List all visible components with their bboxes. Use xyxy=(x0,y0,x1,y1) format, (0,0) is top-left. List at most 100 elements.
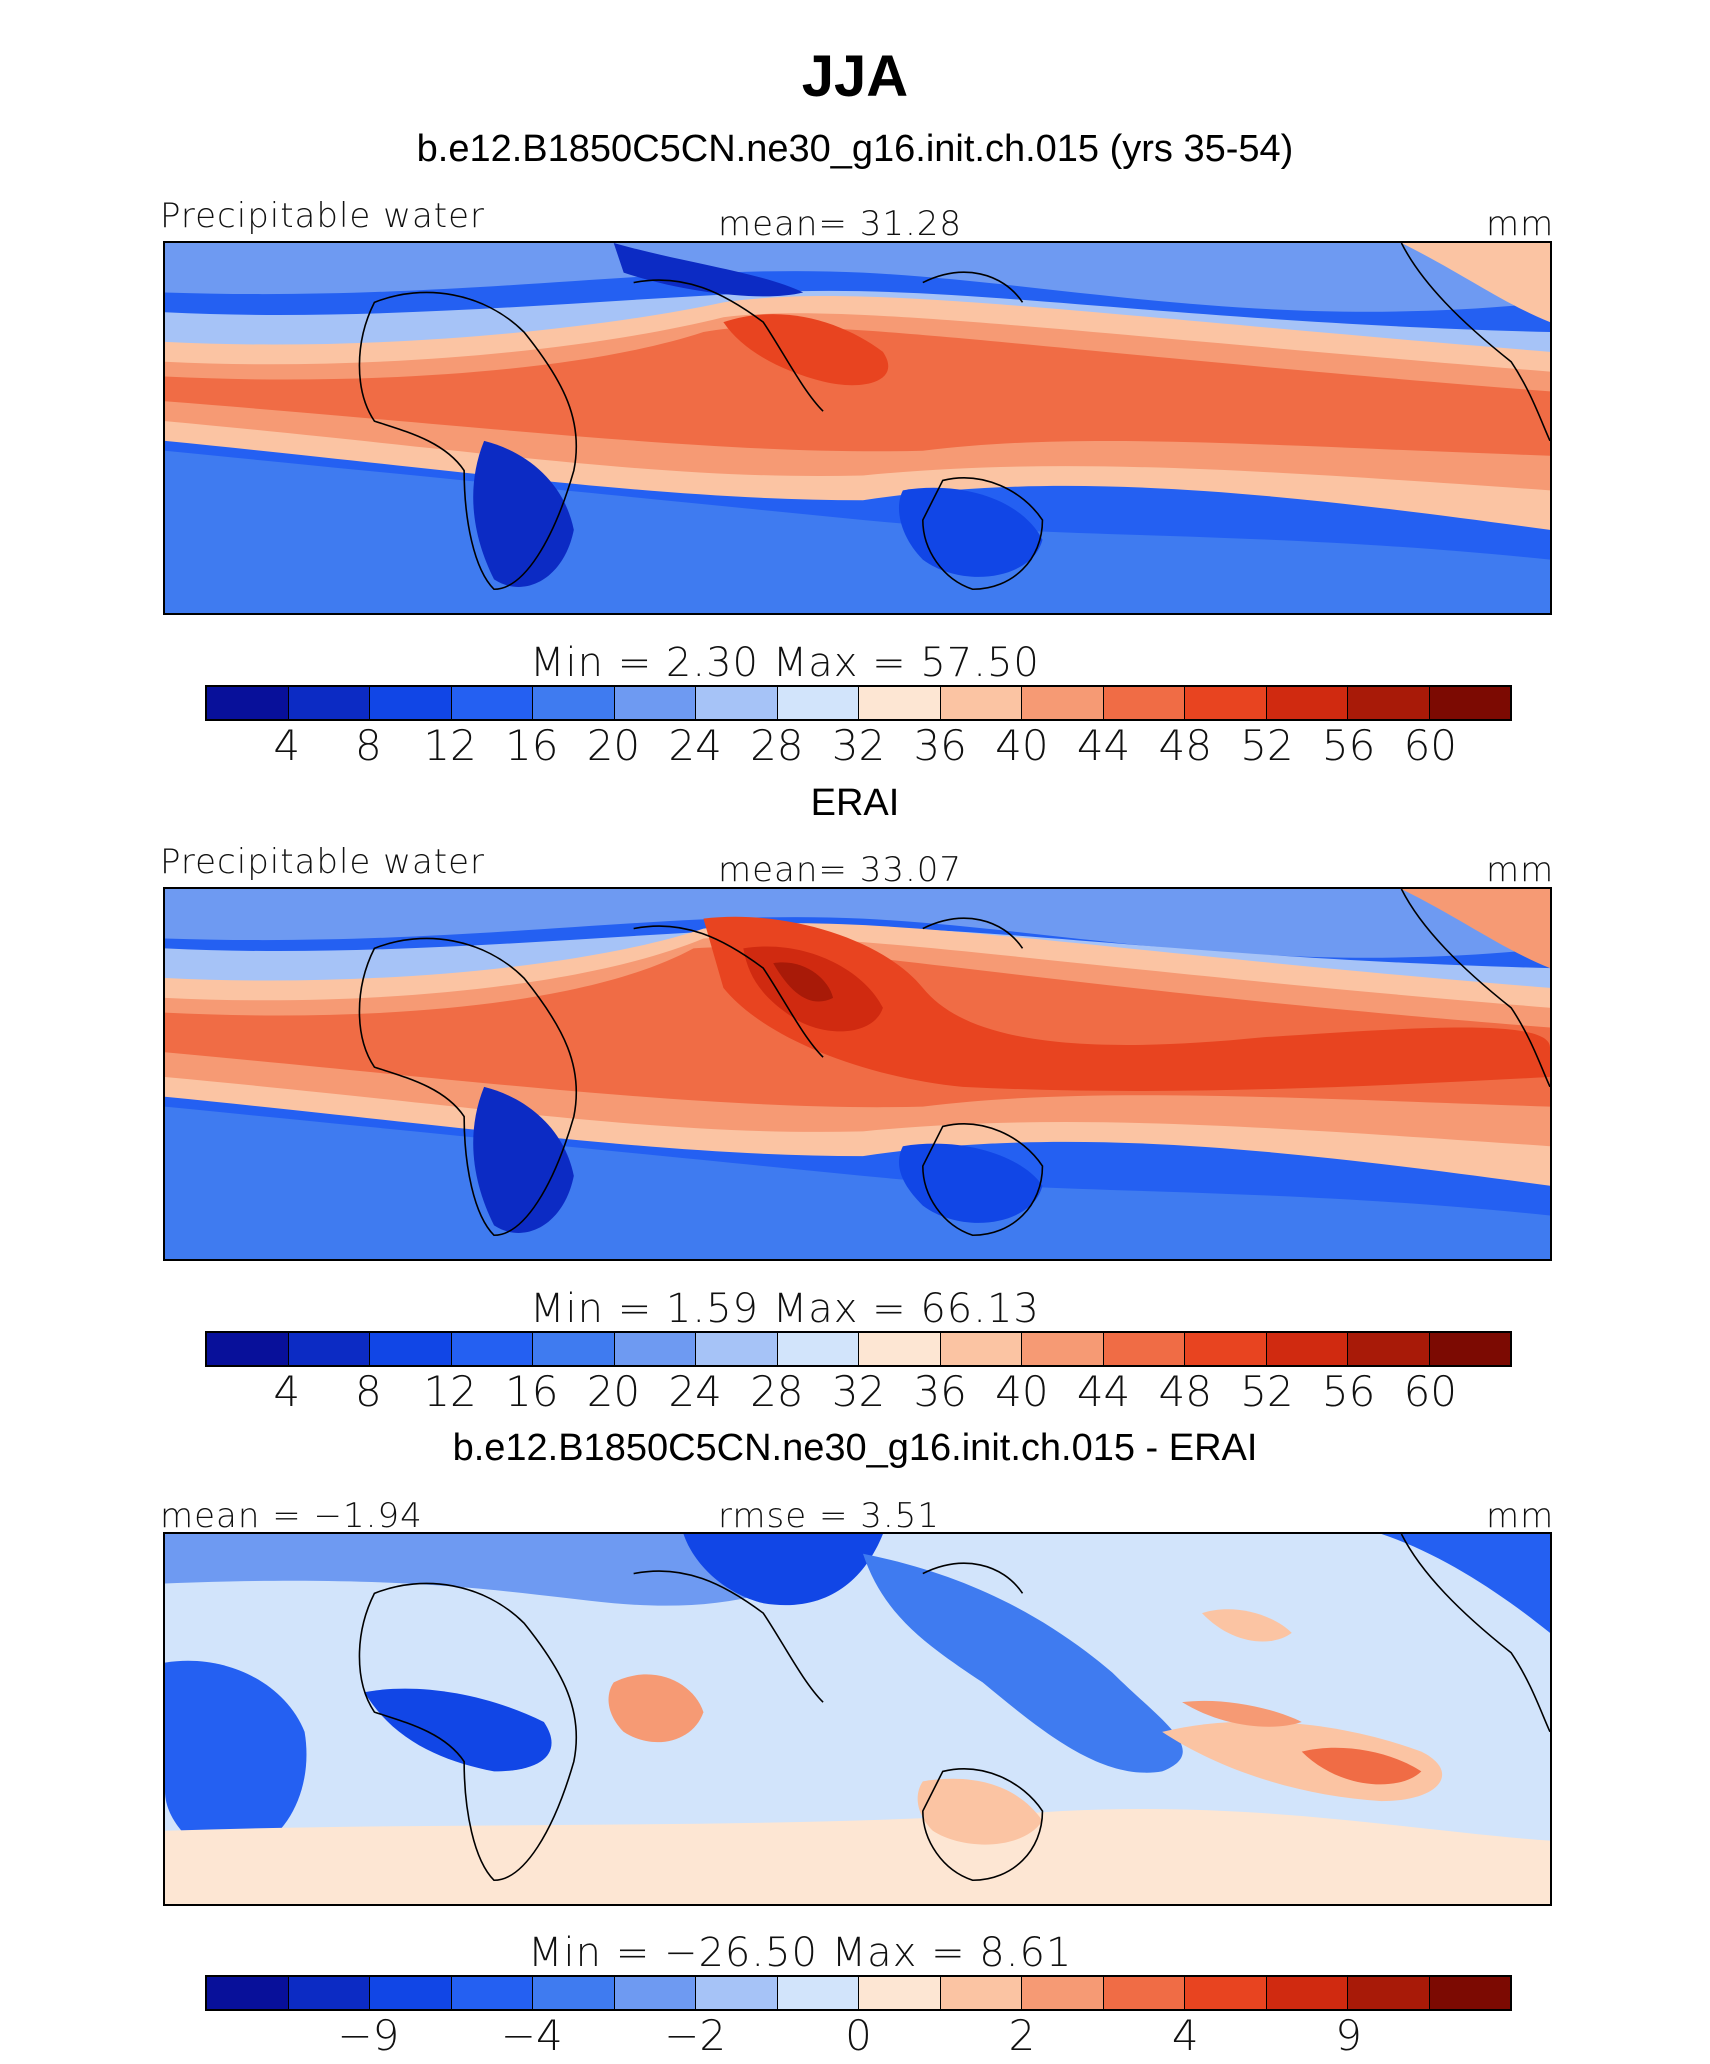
colorbar-swatch xyxy=(1429,687,1510,719)
colorbar-swatch xyxy=(1185,1333,1267,1365)
panel-2-mean-label: mean= 33.07 xyxy=(718,850,963,890)
colorbar-tick-label: 16 xyxy=(505,1367,559,1416)
colorbar-tick-label: 36 xyxy=(913,1367,967,1416)
colorbar-tick-label: 60 xyxy=(1403,721,1458,770)
colorbar-tick-label: 28 xyxy=(750,1367,804,1416)
colorbar-swatch xyxy=(614,687,696,719)
colorbar-swatch xyxy=(451,1333,533,1365)
colorbar-swatch xyxy=(1185,687,1267,719)
colorbar-swatch xyxy=(1266,1977,1348,2009)
colorbar-swatch xyxy=(859,1977,941,2009)
colorbar-swatch xyxy=(1103,687,1185,719)
colorbar-tick-label: 0 xyxy=(845,2011,872,2060)
colorbar-tick-label: 40 xyxy=(995,1367,1049,1416)
panel-2-left-label: Precipitable water xyxy=(160,842,486,882)
colorbar-tick-label: 4 xyxy=(1171,2011,1199,2060)
colorbar-swatch xyxy=(533,687,615,719)
panel-3-map xyxy=(163,1532,1552,1906)
colorbar-tick-label: 48 xyxy=(1158,721,1212,770)
colorbar-swatch xyxy=(1348,1333,1430,1365)
colorbar-tick-label: −9 xyxy=(337,2011,400,2060)
colorbar-tick-label: 4 xyxy=(273,721,301,770)
colorbar-swatch xyxy=(370,1333,452,1365)
panel-3-colorbar-ticks: −9 −4 −2 0 2 4 9 xyxy=(205,2012,1512,2060)
colorbar-tick-label: 9 xyxy=(1335,2011,1362,2060)
panel-1-mean-label: mean= 31.28 xyxy=(718,204,963,244)
panel-2-map-field xyxy=(165,889,1550,1259)
colorbar-swatch xyxy=(533,1333,615,1365)
colorbar-swatch xyxy=(370,1977,452,2009)
colorbar-swatch xyxy=(696,1333,778,1365)
colorbar-swatch xyxy=(696,1977,778,2009)
colorbar-swatch xyxy=(1022,687,1104,719)
colorbar-swatch xyxy=(451,1977,533,2009)
colorbar-swatch xyxy=(1348,1977,1430,2009)
colorbar-swatch xyxy=(207,1977,289,2009)
panel-2-map xyxy=(163,887,1552,1261)
colorbar-swatch xyxy=(859,687,941,719)
panel-3-colorbar xyxy=(205,1975,1512,2011)
panel-3-min-max: Min = −26.50 Max = 8.61 xyxy=(528,1930,1073,1976)
colorbar-tick-label: 24 xyxy=(668,1367,722,1416)
panel-1-map xyxy=(163,241,1552,615)
colorbar-tick-label: 8 xyxy=(355,1367,382,1416)
colorbar-swatch xyxy=(777,687,859,719)
colorbar-swatch xyxy=(1429,1333,1510,1365)
colorbar-swatch xyxy=(777,1977,859,2009)
colorbar-tick-label: 8 xyxy=(355,721,382,770)
panel-3-mean-label: mean = −1.94 xyxy=(160,1496,423,1536)
panel-1-colorbar xyxy=(205,685,1512,721)
colorbar-tick-label: 12 xyxy=(423,721,477,770)
colorbar-swatch xyxy=(451,687,533,719)
colorbar-tick-label: 52 xyxy=(1240,721,1294,770)
colorbar-tick-label: 28 xyxy=(750,721,804,770)
colorbar-tick-label: 4 xyxy=(273,1367,301,1416)
panel-2-title: ERAI xyxy=(810,782,900,824)
colorbar-swatch xyxy=(533,1977,615,2009)
colorbar-swatch xyxy=(777,1333,859,1365)
colorbar-tick-label: 20 xyxy=(586,721,641,770)
colorbar-tick-label: 2 xyxy=(1008,2011,1036,2060)
colorbar-tick-label: 20 xyxy=(586,1367,641,1416)
panel-3-title: b.e12.B1850C5CN.ne30_g16.init.ch.015 - E… xyxy=(452,1427,1258,1469)
colorbar-swatch xyxy=(1348,687,1430,719)
panel-2-min-max: Min = 1.59 Max = 66.13 xyxy=(530,1286,1040,1332)
colorbar-swatch xyxy=(614,1333,696,1365)
colorbar-tick-label: 52 xyxy=(1240,1367,1294,1416)
colorbar-swatch xyxy=(614,1977,696,2009)
colorbar-swatch xyxy=(859,1333,941,1365)
colorbar-tick-label: 60 xyxy=(1403,1367,1458,1416)
colorbar-tick-label: 32 xyxy=(831,1367,886,1416)
colorbar-tick-label: 12 xyxy=(423,1367,477,1416)
colorbar-swatch xyxy=(1103,1333,1185,1365)
colorbar-swatch xyxy=(207,687,289,719)
colorbar-tick-label: 44 xyxy=(1076,721,1131,770)
colorbar-swatch xyxy=(1429,1977,1510,2009)
colorbar-swatch xyxy=(370,687,452,719)
panel-1-units: mm xyxy=(1486,204,1555,244)
colorbar-swatch xyxy=(288,1333,370,1365)
panel-3-map-field xyxy=(165,1534,1550,1904)
colorbar-tick-label: 56 xyxy=(1321,1367,1376,1416)
colorbar-swatch xyxy=(940,1333,1022,1365)
colorbar-swatch xyxy=(696,687,778,719)
colorbar-tick-label: 48 xyxy=(1158,1367,1212,1416)
colorbar-tick-label: −4 xyxy=(500,2011,563,2060)
panel-2-colorbar-ticks: 4 8 12 16 20 24 28 32 36 40 44 48 52 56 … xyxy=(205,1368,1512,1416)
colorbar-tick-label: 44 xyxy=(1076,1367,1131,1416)
figure-title: JJA xyxy=(801,44,909,109)
colorbar-tick-label: 32 xyxy=(831,721,886,770)
colorbar-swatch xyxy=(940,687,1022,719)
colorbar-swatch xyxy=(288,1977,370,2009)
colorbar-tick-label: 40 xyxy=(995,721,1049,770)
colorbar-swatch xyxy=(1266,687,1348,719)
colorbar-swatch xyxy=(1022,1333,1104,1365)
colorbar-swatch xyxy=(1266,1333,1348,1365)
panel-3-units: mm xyxy=(1486,1496,1555,1536)
colorbar-swatch xyxy=(288,687,370,719)
panel-1-colorbar-ticks: 4 8 12 16 20 24 28 32 36 40 44 48 52 56 … xyxy=(205,722,1512,770)
panel-1-min-max: Min = 2.30 Max = 57.50 xyxy=(530,640,1040,686)
panel-2-colorbar xyxy=(205,1331,1512,1367)
colorbar-swatch xyxy=(1022,1977,1104,2009)
colorbar-swatch xyxy=(207,1333,289,1365)
